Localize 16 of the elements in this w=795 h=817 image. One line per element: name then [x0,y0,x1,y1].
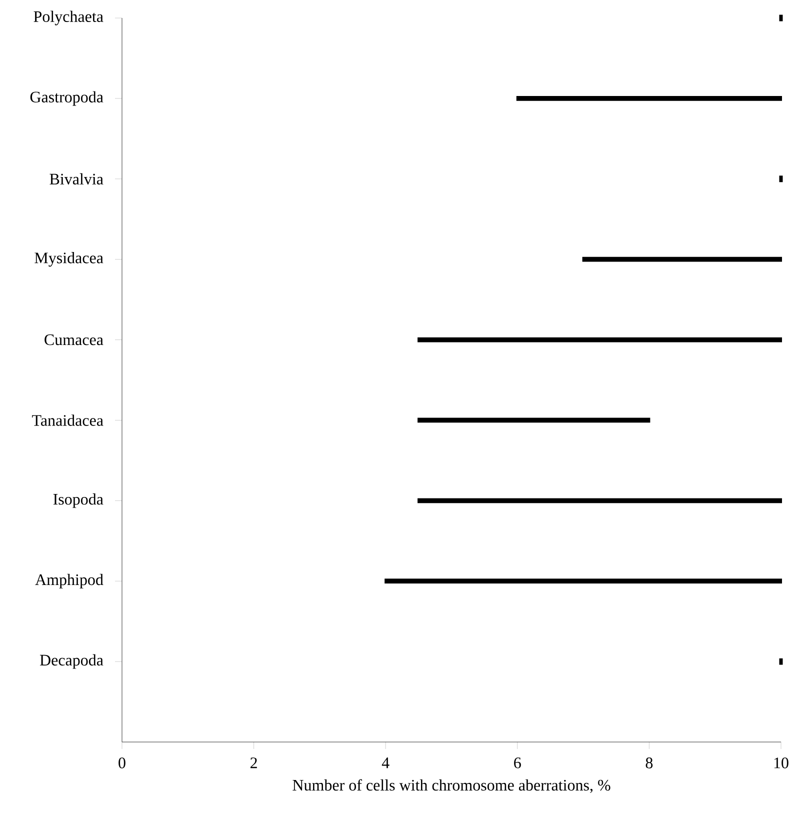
x-axis-title: Number of cells with chromosome aberrations, % [292,779,610,793]
y-tick-label: Gastropoda [30,91,104,106]
y-tick-label: Cumacea [44,334,104,346]
x-tick-label: 2 [250,758,257,768]
y-tick-label: Isopoda [53,493,104,508]
y-tick-label: Tanaidacea [32,414,104,426]
y-tick-label: Polychaeta [34,10,104,26]
x-tick-label: 8 [646,758,653,768]
y-tick-label: Bivalvia [50,173,104,185]
x-tick-label: 6 [514,758,521,768]
y-tick-label: Mysidacea [34,252,104,267]
x-tick-label: 10 [774,758,788,768]
x-tick-label: 0 [118,758,126,768]
y-tick-label: Amphipod [35,574,104,588]
y-tick-label: Decapoda [40,654,104,669]
x-tick-label: 4 [382,758,390,768]
